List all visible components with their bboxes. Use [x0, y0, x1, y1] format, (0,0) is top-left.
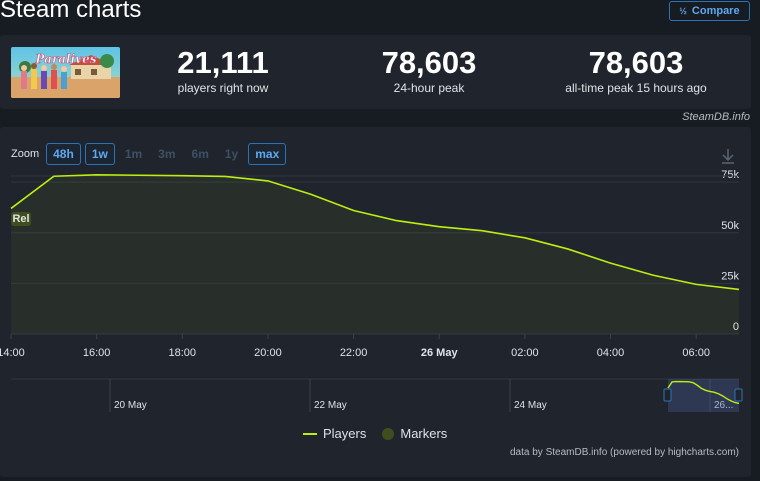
release-flag[interactable] — [11, 212, 31, 226]
chart-card: Zoom 48h 1w 1m 3m 6m 1y max 0 25k 50k 75k Re… — [0, 127, 751, 477]
x-tick-label: 16:00 — [83, 347, 111, 359]
zoom-3m-button[interactable]: 3m — [158, 147, 176, 161]
data-point[interactable] — [609, 261, 613, 265]
game-image[interactable]: Paralives — [11, 47, 120, 98]
game-logo: Paralives — [34, 52, 96, 66]
navigator-label: 24 May — [514, 400, 547, 411]
legend-item-players[interactable]: Players — [303, 426, 366, 441]
zoom-row: Zoom 48h 1w 1m 3m 6m 1y max — [11, 143, 287, 165]
data-point[interactable] — [737, 287, 741, 291]
data-point[interactable] — [694, 282, 698, 286]
data-point[interactable] — [566, 247, 570, 251]
players-line[interactable] — [10, 174, 740, 291]
data-point[interactable] — [480, 229, 484, 233]
data-point[interactable] — [223, 174, 227, 178]
legend-players-label: Players — [323, 426, 367, 441]
legend-markers-label: Markers — [400, 426, 448, 441]
data-point[interactable] — [9, 206, 13, 210]
data-point[interactable] — [95, 173, 99, 177]
stat-current-value: 21,111 — [177, 45, 269, 80]
data-point[interactable] — [137, 173, 141, 177]
stat-all-time-peak-value: 78,603 — [588, 45, 684, 80]
y-tick-label: 0 — [733, 321, 739, 333]
stats-panel: Paralives 21,111 players right now 78,60… — [0, 35, 751, 109]
x-tick-label: 14:00 — [0, 347, 25, 359]
page-title: Steam charts — [0, 0, 142, 23]
steamdb-credit[interactable]: SteamDB.info — [682, 111, 750, 123]
stat-24h-peak: 78,603 24-hour peak — [356, 45, 502, 95]
stat-all-time-peak: 78,603 all-time peak 15 hours ago — [553, 45, 719, 95]
zoom-max-button[interactable]: max — [248, 143, 287, 165]
legend-item-markers[interactable]: Markers — [382, 426, 447, 441]
navigator-label: 20 May — [114, 400, 147, 411]
zoom-6m-button[interactable]: 6m — [191, 147, 209, 161]
y-tick-label: 25k — [721, 270, 739, 282]
zoom-48h-button[interactable]: 48h — [46, 143, 81, 165]
stat-24h-peak-label: 24-hour peak — [393, 81, 465, 95]
x-tick-label: 20:00 — [254, 347, 282, 359]
legend: Players Markers — [303, 426, 447, 441]
x-tick-label: 06:00 — [682, 347, 710, 359]
zoom-label: Zoom — [11, 148, 40, 160]
compare-label: Compare — [691, 5, 740, 17]
data-point[interactable] — [352, 208, 356, 212]
x-tick-label: 22:00 — [340, 347, 368, 359]
data-point[interactable] — [523, 236, 527, 240]
legend-markers-swatch — [382, 427, 395, 440]
y-tick-label: 50k — [721, 220, 739, 232]
navigator-label: 22 May — [314, 400, 347, 411]
x-tick-label: 02:00 — [511, 347, 539, 359]
x-tick-label: 04:00 — [597, 347, 625, 359]
compare-icon: ½ — [679, 6, 687, 16]
zoom-1m-button[interactable]: 1m — [124, 147, 143, 161]
legend-players-swatch — [303, 432, 317, 435]
navigator-window[interactable] — [668, 379, 739, 412]
data-point[interactable] — [180, 174, 184, 178]
data-point[interactable] — [437, 225, 441, 229]
compare-button[interactable]: ½ Compare — [669, 1, 750, 21]
stat-current-label: players right now — [177, 81, 269, 95]
players-area — [11, 174, 739, 334]
x-tick-label: 18:00 — [169, 347, 197, 359]
stat-24h-peak-value: 78,603 — [381, 45, 477, 80]
navigator-left-handle[interactable] — [663, 388, 672, 402]
zoom-1w-button[interactable]: 1w — [84, 143, 115, 165]
release-flag-label: Rel — [12, 213, 29, 225]
x-tick-label: 26 May — [421, 347, 459, 359]
navigator-label: 26... — [714, 400, 733, 411]
stat-current: 21,111 players right now — [160, 45, 286, 95]
stat-all-time-peak-label: all-time peak 15 hours ago — [565, 81, 707, 95]
zoom-1y-button[interactable]: 1y — [224, 147, 239, 161]
chart-footer: data by SteamDB.info (powered by highcha… — [510, 447, 739, 458]
download-icon[interactable] — [720, 147, 736, 165]
navigator-series-line — [667, 380, 740, 405]
data-point[interactable] — [266, 179, 270, 183]
data-point[interactable] — [52, 174, 56, 178]
data-point[interactable] — [394, 219, 398, 223]
game-artwork: Paralives — [11, 47, 120, 98]
players-chart[interactable]: 0 25k 50k 75k Rel 14:00 16:00 18:00 20:00 22:00 26… — [0, 127, 751, 427]
data-point[interactable] — [309, 192, 313, 196]
y-tick-label: 75k — [721, 169, 739, 181]
data-point[interactable] — [651, 273, 655, 277]
navigator-right-handle[interactable] — [734, 388, 743, 402]
